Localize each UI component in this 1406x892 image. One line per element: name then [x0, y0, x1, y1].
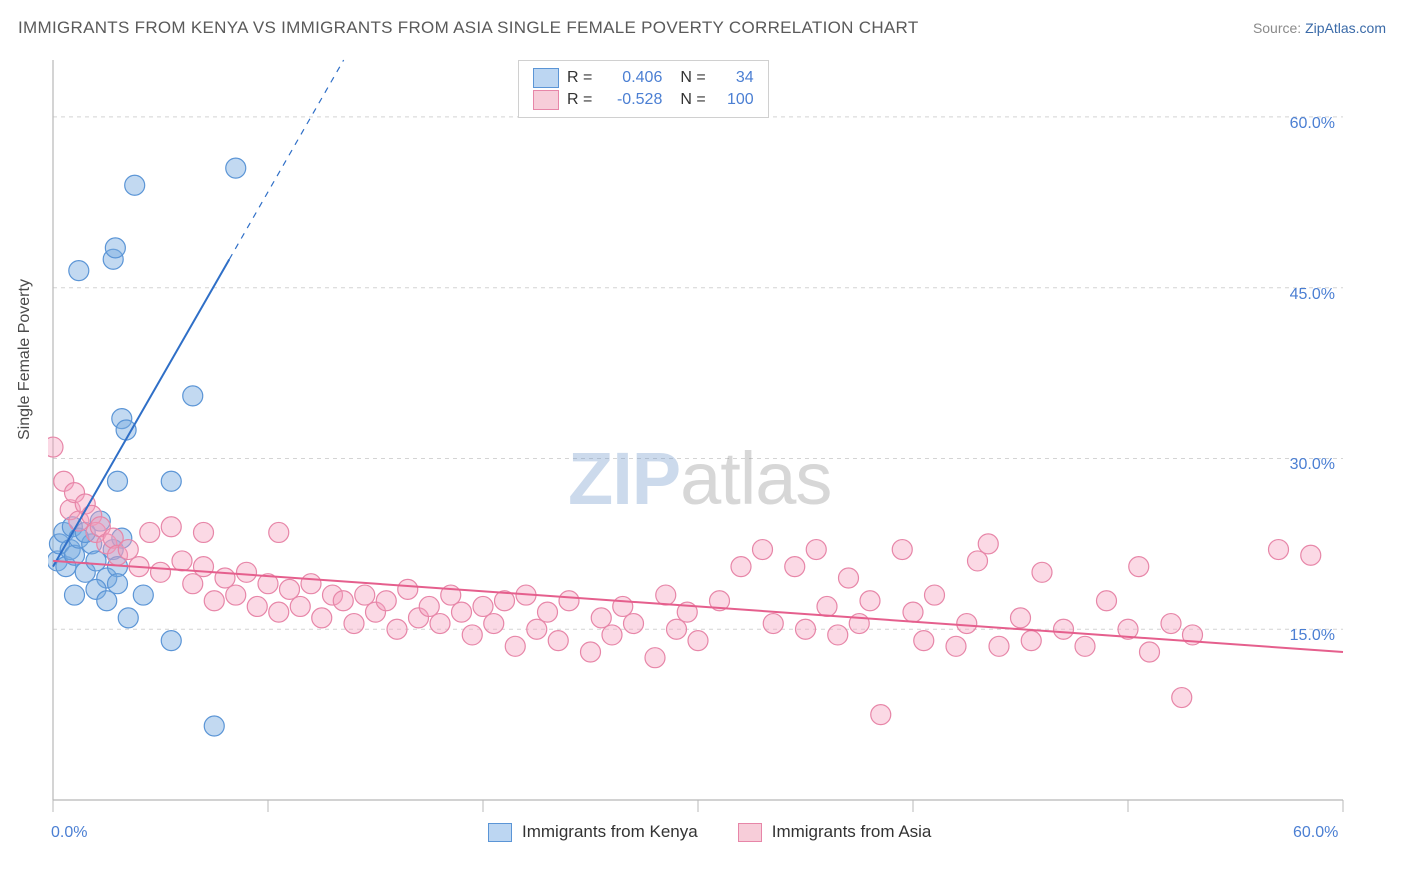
source-attribution: Source: ZipAtlas.com: [1253, 20, 1386, 36]
chart-svg: [48, 50, 1388, 840]
legend-correlation: R = 0.406 N = 34 R = -0.528 N = 100: [518, 60, 769, 118]
y-tick-label: 45.0%: [1275, 286, 1335, 304]
legend-n-label: N =: [680, 67, 705, 89]
legend-r-label: R =: [567, 67, 592, 89]
legend-row: R = -0.528 N = 100: [533, 89, 754, 111]
y-tick-label: 30.0%: [1275, 456, 1335, 474]
legend-swatch: [738, 823, 762, 842]
legend-n-value: 34: [714, 67, 754, 89]
chart-area: [48, 50, 1388, 840]
chart-title: IMMIGRANTS FROM KENYA VS IMMIGRANTS FROM…: [18, 18, 919, 38]
legend-item: Immigrants from Kenya: [488, 822, 698, 842]
legend-r-value: 0.406: [600, 67, 662, 89]
legend-swatch: [533, 90, 559, 110]
legend-swatch: [533, 68, 559, 88]
legend-n-label: N =: [680, 89, 705, 111]
y-tick-label: 60.0%: [1275, 115, 1335, 133]
y-tick-label: 15.0%: [1275, 627, 1335, 645]
x-tick-label: 60.0%: [1293, 824, 1338, 842]
legend-series-label: Immigrants from Asia: [772, 822, 932, 842]
legend-series-label: Immigrants from Kenya: [522, 822, 698, 842]
legend-swatch: [488, 823, 512, 842]
y-axis-label: Single Female Poverty: [16, 279, 34, 440]
legend-row: R = 0.406 N = 34: [533, 67, 754, 89]
x-tick-label: 0.0%: [51, 824, 87, 842]
source-prefix: Source:: [1253, 20, 1305, 36]
legend-r-value: -0.528: [600, 89, 662, 111]
source-link[interactable]: ZipAtlas.com: [1305, 20, 1386, 36]
legend-r-label: R =: [567, 89, 592, 111]
legend-n-value: 100: [714, 89, 754, 111]
legend-item: Immigrants from Asia: [738, 822, 932, 842]
legend-series: Immigrants from Kenya Immigrants from Asi…: [488, 822, 931, 842]
